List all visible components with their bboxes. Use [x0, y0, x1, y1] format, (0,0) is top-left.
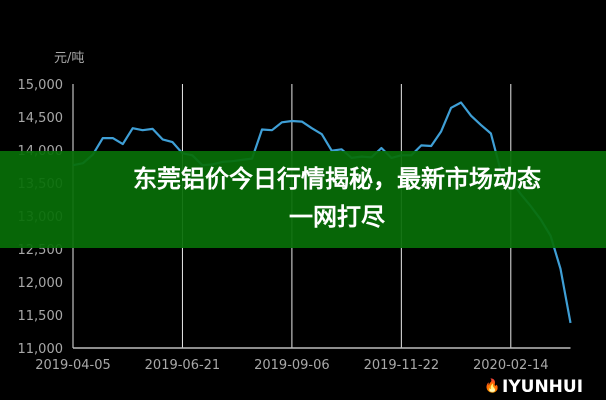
x-tick-label: 2019-04-05 — [35, 358, 111, 373]
y-tick-label: 15,000 — [18, 78, 64, 93]
x-tick-label: 2019-11-22 — [364, 358, 440, 373]
y-tick-label: 11,000 — [18, 342, 64, 357]
watermark: IYUNHUI — [502, 377, 584, 397]
title-line-1: 东莞铝价今日行情揭秘，最新市场动态 — [133, 165, 541, 193]
price-line — [72, 101, 572, 324]
article-title: 东莞铝价今日行情揭秘，最新市场动态 一网打尽 — [72, 160, 602, 236]
flame-icon: 🔥 — [484, 379, 501, 394]
title-line-2: 一网打尽 — [289, 203, 385, 231]
y-tick-label: 11,500 — [18, 309, 64, 324]
y-tick-label: 12,000 — [18, 276, 64, 291]
x-tick-label: 2019-09-06 — [254, 358, 330, 373]
x-tick-label: 2019-06-21 — [145, 358, 221, 373]
title-banner — [0, 151, 606, 248]
y-tick-label: 14,500 — [18, 111, 64, 126]
x-tick-label: 2020-02-14 — [473, 358, 549, 373]
y-axis-unit: 元/吨 — [54, 51, 84, 66]
